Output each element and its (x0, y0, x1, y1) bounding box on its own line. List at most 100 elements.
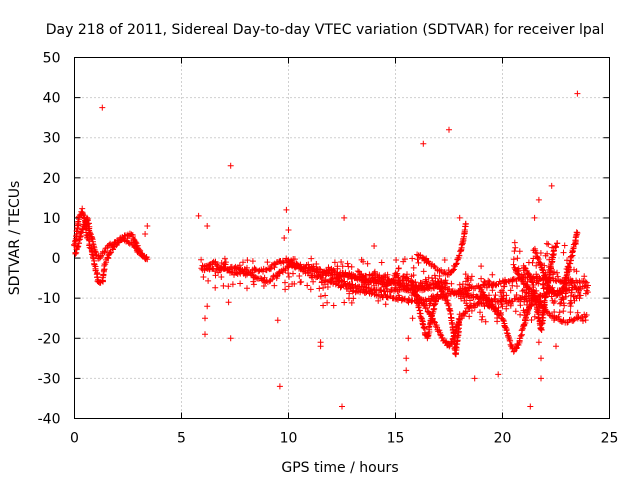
data-point (392, 284, 398, 291)
data-point (491, 295, 498, 302)
data-point (537, 250, 544, 256)
y-tick-label: -40 (38, 412, 61, 428)
data-point (523, 301, 530, 308)
data-point (310, 278, 317, 285)
data-point (480, 294, 487, 301)
data-point (413, 293, 420, 299)
data-point (478, 300, 485, 307)
data-point (512, 308, 519, 315)
data-point (556, 291, 563, 298)
outlier-point (142, 231, 149, 237)
data-point (513, 292, 520, 298)
data-point (555, 313, 562, 320)
data-point (477, 293, 484, 300)
data-point (464, 275, 471, 282)
data-point (572, 240, 579, 247)
data-point (513, 345, 520, 352)
data-point (365, 281, 372, 288)
outlier-point (227, 335, 234, 342)
data-point (528, 317, 535, 323)
data-point (420, 287, 427, 293)
data-point (492, 292, 499, 299)
data-point (201, 266, 208, 273)
y-tick-label: 20 (43, 171, 61, 187)
data-point (422, 276, 429, 283)
data-point (240, 259, 246, 266)
data-point (212, 284, 219, 291)
outlier-point (538, 375, 544, 382)
data-point (551, 309, 558, 315)
outlier-point (403, 355, 410, 362)
data-point (415, 304, 422, 310)
data-point (489, 271, 496, 278)
data-point (227, 268, 234, 275)
data-point (521, 298, 528, 305)
data-point (410, 279, 417, 286)
data-point (432, 275, 439, 282)
data-point (531, 289, 538, 296)
data-point (331, 275, 337, 282)
outlier-point (274, 317, 281, 324)
data-point (375, 297, 382, 304)
data-point (390, 279, 397, 286)
data-point (489, 301, 496, 308)
data-point (420, 268, 427, 275)
outlier-point (403, 367, 410, 374)
data-point (76, 237, 82, 243)
data-point (545, 241, 552, 248)
data-point (242, 272, 249, 279)
data-point (583, 312, 590, 318)
data-point (239, 267, 246, 273)
outlier-point (446, 126, 452, 133)
data-point (395, 265, 402, 272)
data-point (231, 265, 238, 272)
data-point (477, 309, 483, 316)
data-point (471, 304, 478, 311)
data-point (72, 250, 79, 257)
data-point (337, 284, 344, 291)
data-point (571, 266, 577, 273)
data-point (576, 287, 582, 294)
data-point (416, 283, 423, 290)
data-point (348, 299, 355, 306)
data-point (322, 281, 328, 288)
data-point (533, 274, 540, 281)
data-point (380, 273, 387, 280)
data-point (400, 273, 406, 280)
data-point (369, 272, 376, 279)
data-point (570, 293, 577, 300)
outlier-point (538, 355, 544, 362)
data-point (549, 297, 556, 304)
data-point (363, 286, 369, 293)
data-point (568, 277, 575, 284)
data-point (403, 274, 409, 281)
data-point (296, 273, 303, 279)
data-point (530, 247, 537, 254)
data-point (198, 256, 205, 263)
data-point (507, 287, 514, 294)
data-point (560, 308, 567, 315)
outlier-point (202, 331, 208, 338)
data-point (470, 291, 477, 298)
data-point (485, 277, 492, 284)
data-point (285, 256, 292, 263)
data-point (448, 280, 455, 287)
data-point (271, 264, 278, 271)
data-point (521, 287, 527, 293)
data-point (477, 284, 484, 290)
outlier-point (420, 140, 427, 147)
data-point (534, 309, 541, 316)
data-point (581, 273, 588, 280)
data-point (462, 271, 469, 278)
data-point (517, 311, 524, 318)
data-point (497, 289, 504, 296)
data-point (583, 279, 590, 286)
data-point (563, 285, 570, 292)
data-point (438, 280, 445, 287)
data-point (541, 307, 548, 314)
data-point (133, 245, 139, 252)
data-point (545, 285, 551, 292)
data-point (571, 283, 578, 290)
data-point (87, 230, 94, 237)
outlier-point (478, 263, 485, 270)
